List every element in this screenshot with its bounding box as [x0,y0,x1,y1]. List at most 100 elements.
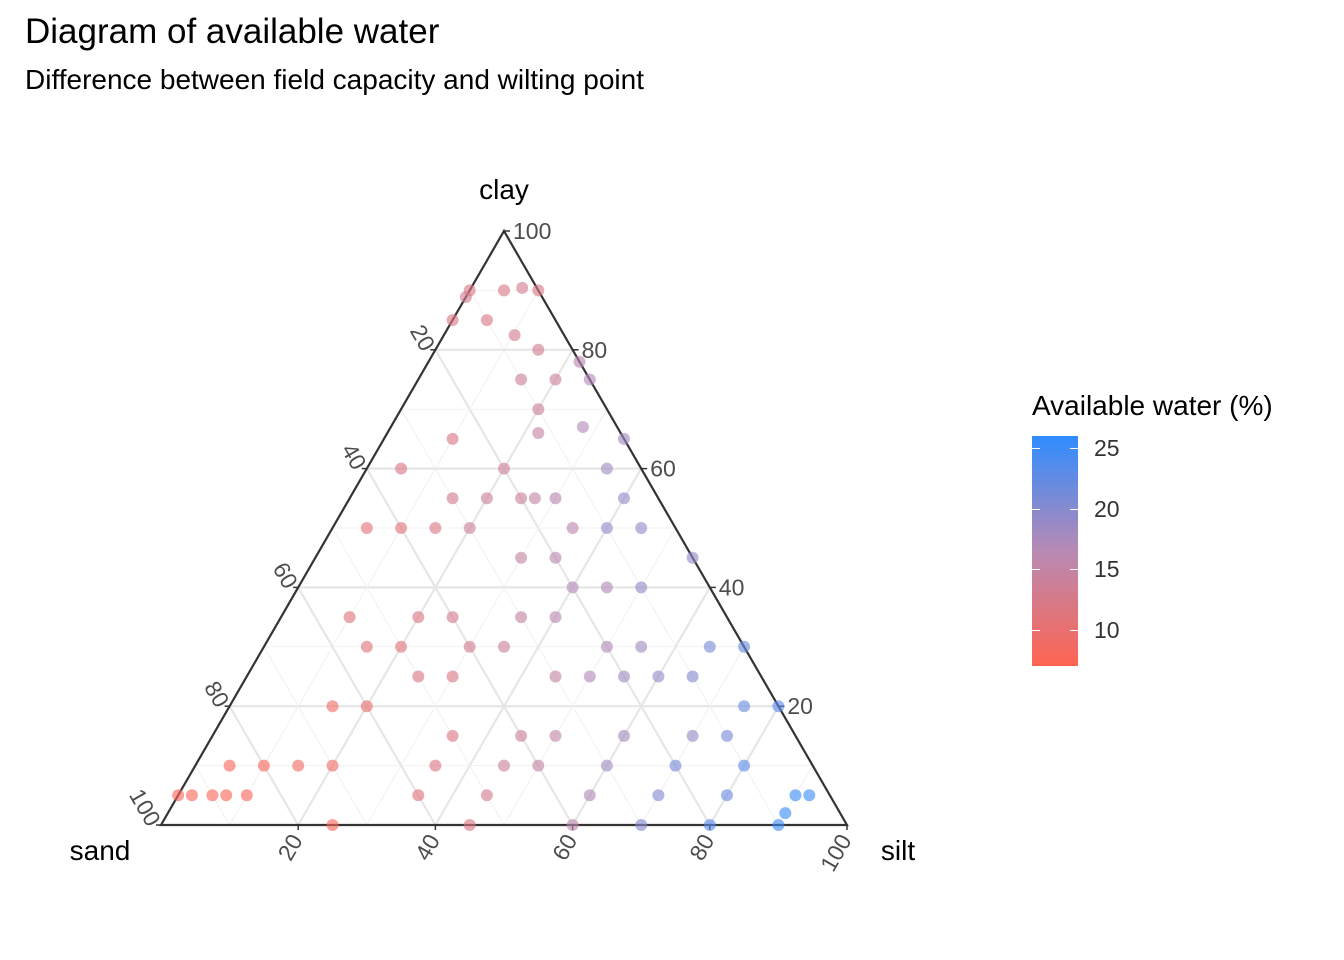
data-point [463,819,476,831]
data-point [257,759,270,772]
legend-title: Available water (%) [1032,390,1273,421]
data-point [618,492,630,505]
tick-label-sand: 100 [124,784,166,830]
legend-tick-label: 25 [1094,435,1120,462]
data-point [292,759,305,772]
data-point [480,314,493,327]
data-point [240,789,253,802]
data-point [463,522,476,534]
data-point [600,581,613,594]
data-point [185,789,198,802]
axis-label-silt: silt [881,835,915,866]
data-point [412,670,425,683]
data-point [528,492,541,505]
data-point [446,432,459,445]
data-point [576,421,589,433]
data-point [515,729,528,742]
tick-label-clay: 20 [787,693,813,719]
data-point [508,329,521,342]
data-point [459,291,472,303]
data-point [600,522,613,534]
data-point [703,819,716,831]
data-point [618,729,630,742]
data-point [600,759,613,772]
data-point [549,729,562,742]
data-point [515,492,528,505]
data-point [652,670,665,683]
data-point [223,759,236,772]
data-point [343,611,356,624]
tick-label-clay: 40 [719,574,745,600]
data-point [618,432,630,445]
tick-label-silt: 80 [684,830,719,865]
data-point [803,789,816,802]
data-point [326,819,339,831]
data-point [635,581,648,594]
tick-label-clay: 80 [582,337,608,363]
tick-label-silt: 100 [815,830,857,876]
data-point [498,284,510,297]
data-point [446,314,459,327]
ternary-frame [159,228,849,827]
data-point [635,522,648,534]
chart-title: Diagram of available water [25,12,440,51]
data-point [463,640,476,653]
data-point [772,700,785,713]
data-point [412,789,425,802]
point-layer [172,281,816,831]
legend-colorbar [1032,436,1078,666]
data-point [429,522,442,534]
data-point [721,789,733,802]
data-point [600,640,613,653]
data-point [360,640,373,653]
data-point [566,819,579,831]
data-point [738,759,751,772]
data-point [395,462,408,475]
data-point [446,729,459,742]
chart-subtitle: Difference between field capacity and wi… [25,64,644,95]
data-point [686,551,699,564]
data-point [779,807,792,820]
data-point [498,462,510,475]
data-point [635,819,648,831]
data-point [172,789,185,802]
data-point [515,373,528,386]
color-legend: Available water (%) 10 15 20 25 [1032,388,1273,666]
axis-label-clay: clay [479,174,529,205]
data-point [429,759,442,772]
data-point [549,670,562,683]
data-point [326,759,339,772]
data-point [532,403,545,416]
data-point [721,729,733,742]
legend-tick-label: 15 [1094,556,1120,583]
tick-label-silt: 40 [410,830,445,865]
legend-tick-label: 10 [1094,616,1120,643]
grid-line-silt [229,290,539,826]
data-point [600,462,613,475]
data-point [566,522,579,534]
data-point [515,551,528,564]
data-point [686,670,699,683]
tick-label-silt: 60 [547,830,582,865]
data-point [635,640,648,653]
data-point [516,281,529,294]
data-point [515,611,528,624]
data-point [549,551,562,564]
data-point [532,343,545,356]
grid-line-silt [571,586,711,826]
data-point [549,373,562,386]
data-point [549,611,562,624]
data-point [220,789,233,802]
data-point [686,729,699,742]
data-point [395,522,408,534]
data-point [532,759,545,772]
data-point [360,522,373,534]
data-point [446,611,459,624]
data-point [583,670,596,683]
data-point [498,759,510,772]
data-point [532,427,545,439]
data-point [480,492,493,505]
data-point [360,700,373,713]
grid-layer [194,289,814,826]
